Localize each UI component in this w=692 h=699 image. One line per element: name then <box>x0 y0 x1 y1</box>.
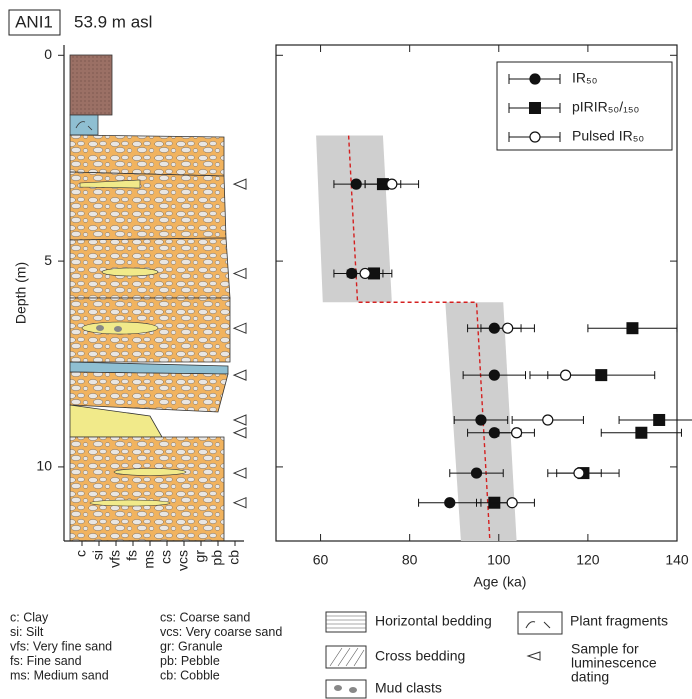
legend-label: pIRIR₅₀/₁₅₀ <box>572 99 639 115</box>
x-tick-label: 100 <box>487 552 511 568</box>
mud-unit <box>70 55 112 115</box>
legend: IR₅₀ pIRIR₅₀/₁₅₀ Pulsed IR₅₀ <box>497 62 672 150</box>
sample-marker <box>234 415 246 425</box>
data-point <box>472 468 482 478</box>
data-point <box>654 414 665 425</box>
abbreviation: si: Silt <box>10 625 44 639</box>
data-point <box>507 498 517 508</box>
data-point <box>574 468 584 478</box>
grain-size-label: c <box>73 550 89 557</box>
sample-marker <box>234 179 246 189</box>
data-point <box>503 323 513 333</box>
y-tick-label: 10 <box>36 458 52 474</box>
gravel-unit <box>70 135 224 176</box>
mud-clast <box>96 325 104 331</box>
mud-clast <box>349 687 357 693</box>
strat-log <box>64 45 244 541</box>
sand-unit <box>70 405 162 437</box>
sample-marker <box>234 370 246 380</box>
site-name: ANI1 <box>15 12 53 31</box>
sample-marker <box>234 498 246 508</box>
data-point <box>530 132 540 142</box>
data-point <box>512 428 522 438</box>
grain-size-label: fs <box>124 550 140 561</box>
y-axis-title: Depth (m) <box>13 262 29 324</box>
data-point <box>489 370 499 380</box>
data-point <box>530 103 541 114</box>
key: Horizontal bedding Cross bedding Mud cla… <box>326 612 668 698</box>
sample-marker <box>234 428 246 438</box>
key-label: Mud clasts <box>375 680 442 696</box>
grain-size-label: cb <box>226 550 242 565</box>
key-label: Cross bedding <box>375 648 465 664</box>
y-tick-label: 5 <box>44 252 52 268</box>
abbreviation: vcs: Very coarse sand <box>160 625 282 639</box>
grain-size-label: gr <box>192 550 208 563</box>
data-point <box>360 268 370 278</box>
abbreviation: fs: Fine sand <box>10 654 82 668</box>
data-point <box>476 415 486 425</box>
gravel-unit <box>70 372 228 412</box>
silt-unit <box>70 115 98 135</box>
x-tick-label: 140 <box>665 552 689 568</box>
data-point <box>543 415 553 425</box>
x-tick-label: 60 <box>313 552 329 568</box>
plant-swatch <box>518 612 562 634</box>
legend-label: Pulsed IR₅₀ <box>572 128 644 144</box>
abbreviation: pb: Pebble <box>160 654 220 668</box>
x-tick-label: 80 <box>402 552 418 568</box>
x-axis-title: Age (ka) <box>474 574 527 590</box>
sand-lens <box>114 469 186 476</box>
abbreviation: ms: Medium sand <box>10 668 109 682</box>
grain-size-label: vcs <box>175 550 191 571</box>
sand-lens <box>102 268 158 276</box>
abbreviation: vfs: Very fine sand <box>10 639 112 653</box>
grain-size-label: ms <box>141 550 157 569</box>
mud-clast-swatch <box>326 680 366 698</box>
sample-marker <box>234 268 246 278</box>
abbreviation: cs: Coarse sand <box>160 610 250 624</box>
key-label: Horizontal bedding <box>375 613 492 629</box>
grain-size-label: vfs <box>107 550 123 568</box>
cross-bedding-swatch <box>326 646 366 668</box>
data-point <box>489 428 499 438</box>
grain-size-label: si <box>90 550 106 560</box>
sample-marker <box>234 468 246 478</box>
key-label: dating <box>571 669 609 685</box>
gravel-unit <box>70 238 230 298</box>
y-tick-label: 0 <box>44 46 52 62</box>
data-point <box>530 74 540 84</box>
sample-marker <box>234 323 246 333</box>
abbreviation: c: Clay <box>10 610 49 624</box>
mud-clast <box>114 326 122 332</box>
figure: ANI1 53.9 m asl Depth (m) Age (ka) Horiz… <box>0 0 692 699</box>
data-point <box>627 323 638 334</box>
data-point <box>387 179 397 189</box>
x-tick-label: 120 <box>576 552 600 568</box>
horizontal-bedding-swatch <box>326 612 366 632</box>
legend-label: IR₅₀ <box>572 70 598 86</box>
sample-symbol <box>528 652 540 660</box>
data-point <box>636 427 647 438</box>
data-point <box>445 498 455 508</box>
grain-size-label: pb <box>209 550 225 566</box>
mud-clast <box>334 685 342 691</box>
data-point <box>561 370 571 380</box>
grain-size-label: cs <box>158 550 174 564</box>
abbreviation: cb: Cobble <box>160 668 220 682</box>
key-label: Plant fragments <box>570 613 668 629</box>
sand-lens <box>90 500 170 506</box>
data-point <box>351 179 361 189</box>
elevation: 53.9 m asl <box>74 12 152 31</box>
gravel-unit <box>70 437 224 541</box>
abbreviation: gr: Granule <box>160 639 223 653</box>
